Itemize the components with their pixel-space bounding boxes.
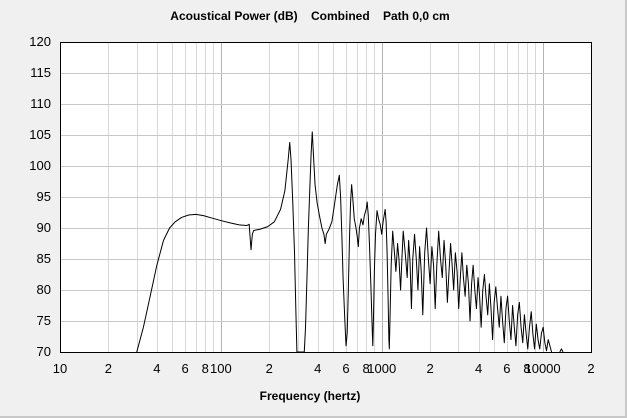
series-line-1 xyxy=(136,131,553,352)
x-tick-label: 10 xyxy=(53,361,67,376)
x-tick-label: 2 xyxy=(266,361,273,376)
x-tick-label: 6 xyxy=(182,361,189,376)
x-tick-label: 100 xyxy=(210,361,232,376)
grid-lines xyxy=(60,42,591,352)
x-tick-label: 10000 xyxy=(524,361,560,376)
x-tick-label: 4 xyxy=(314,361,321,376)
x-axis-label: Frequency (hertz) xyxy=(259,389,361,403)
y-tick-label: 90 xyxy=(37,220,51,235)
x-tick-label: 8 xyxy=(202,361,209,376)
chart-title: Acoustical Power (dB) Combined Path 0,0 … xyxy=(170,9,450,23)
y-tick-label: 105 xyxy=(29,127,51,142)
x-tick-label: 2 xyxy=(427,361,434,376)
y-tick-label: 100 xyxy=(29,158,51,173)
x-tick-label: 4 xyxy=(153,361,160,376)
y-tick-label: 80 xyxy=(37,282,51,297)
y-tick-label: 85 xyxy=(37,251,51,266)
y-tick-label: 75 xyxy=(37,313,51,328)
y-tick-label: 115 xyxy=(30,65,51,80)
plot-border xyxy=(60,42,592,353)
x-tick-label: 6 xyxy=(503,361,510,376)
x-tick-label: 8 xyxy=(523,361,530,376)
series-line-2 xyxy=(559,348,564,352)
x-tick-label: 4 xyxy=(475,361,482,376)
x-tick-label: 8 xyxy=(363,361,370,376)
series-layer xyxy=(136,131,564,352)
y-tick-label: 120 xyxy=(29,34,51,49)
y-tick-label: 95 xyxy=(37,189,51,204)
y-tick-label: 110 xyxy=(30,96,51,111)
x-tick-label: 1000 xyxy=(367,361,396,376)
x-tick-label: 2 xyxy=(587,361,594,376)
x-tick-label: 2 xyxy=(105,361,112,376)
x-tick-label: 6 xyxy=(342,361,349,376)
y-tick-label: 70 xyxy=(37,344,51,359)
y-axis-ticks: 70 75 80 85 90 95 100 105 110 115 120 xyxy=(29,34,51,359)
